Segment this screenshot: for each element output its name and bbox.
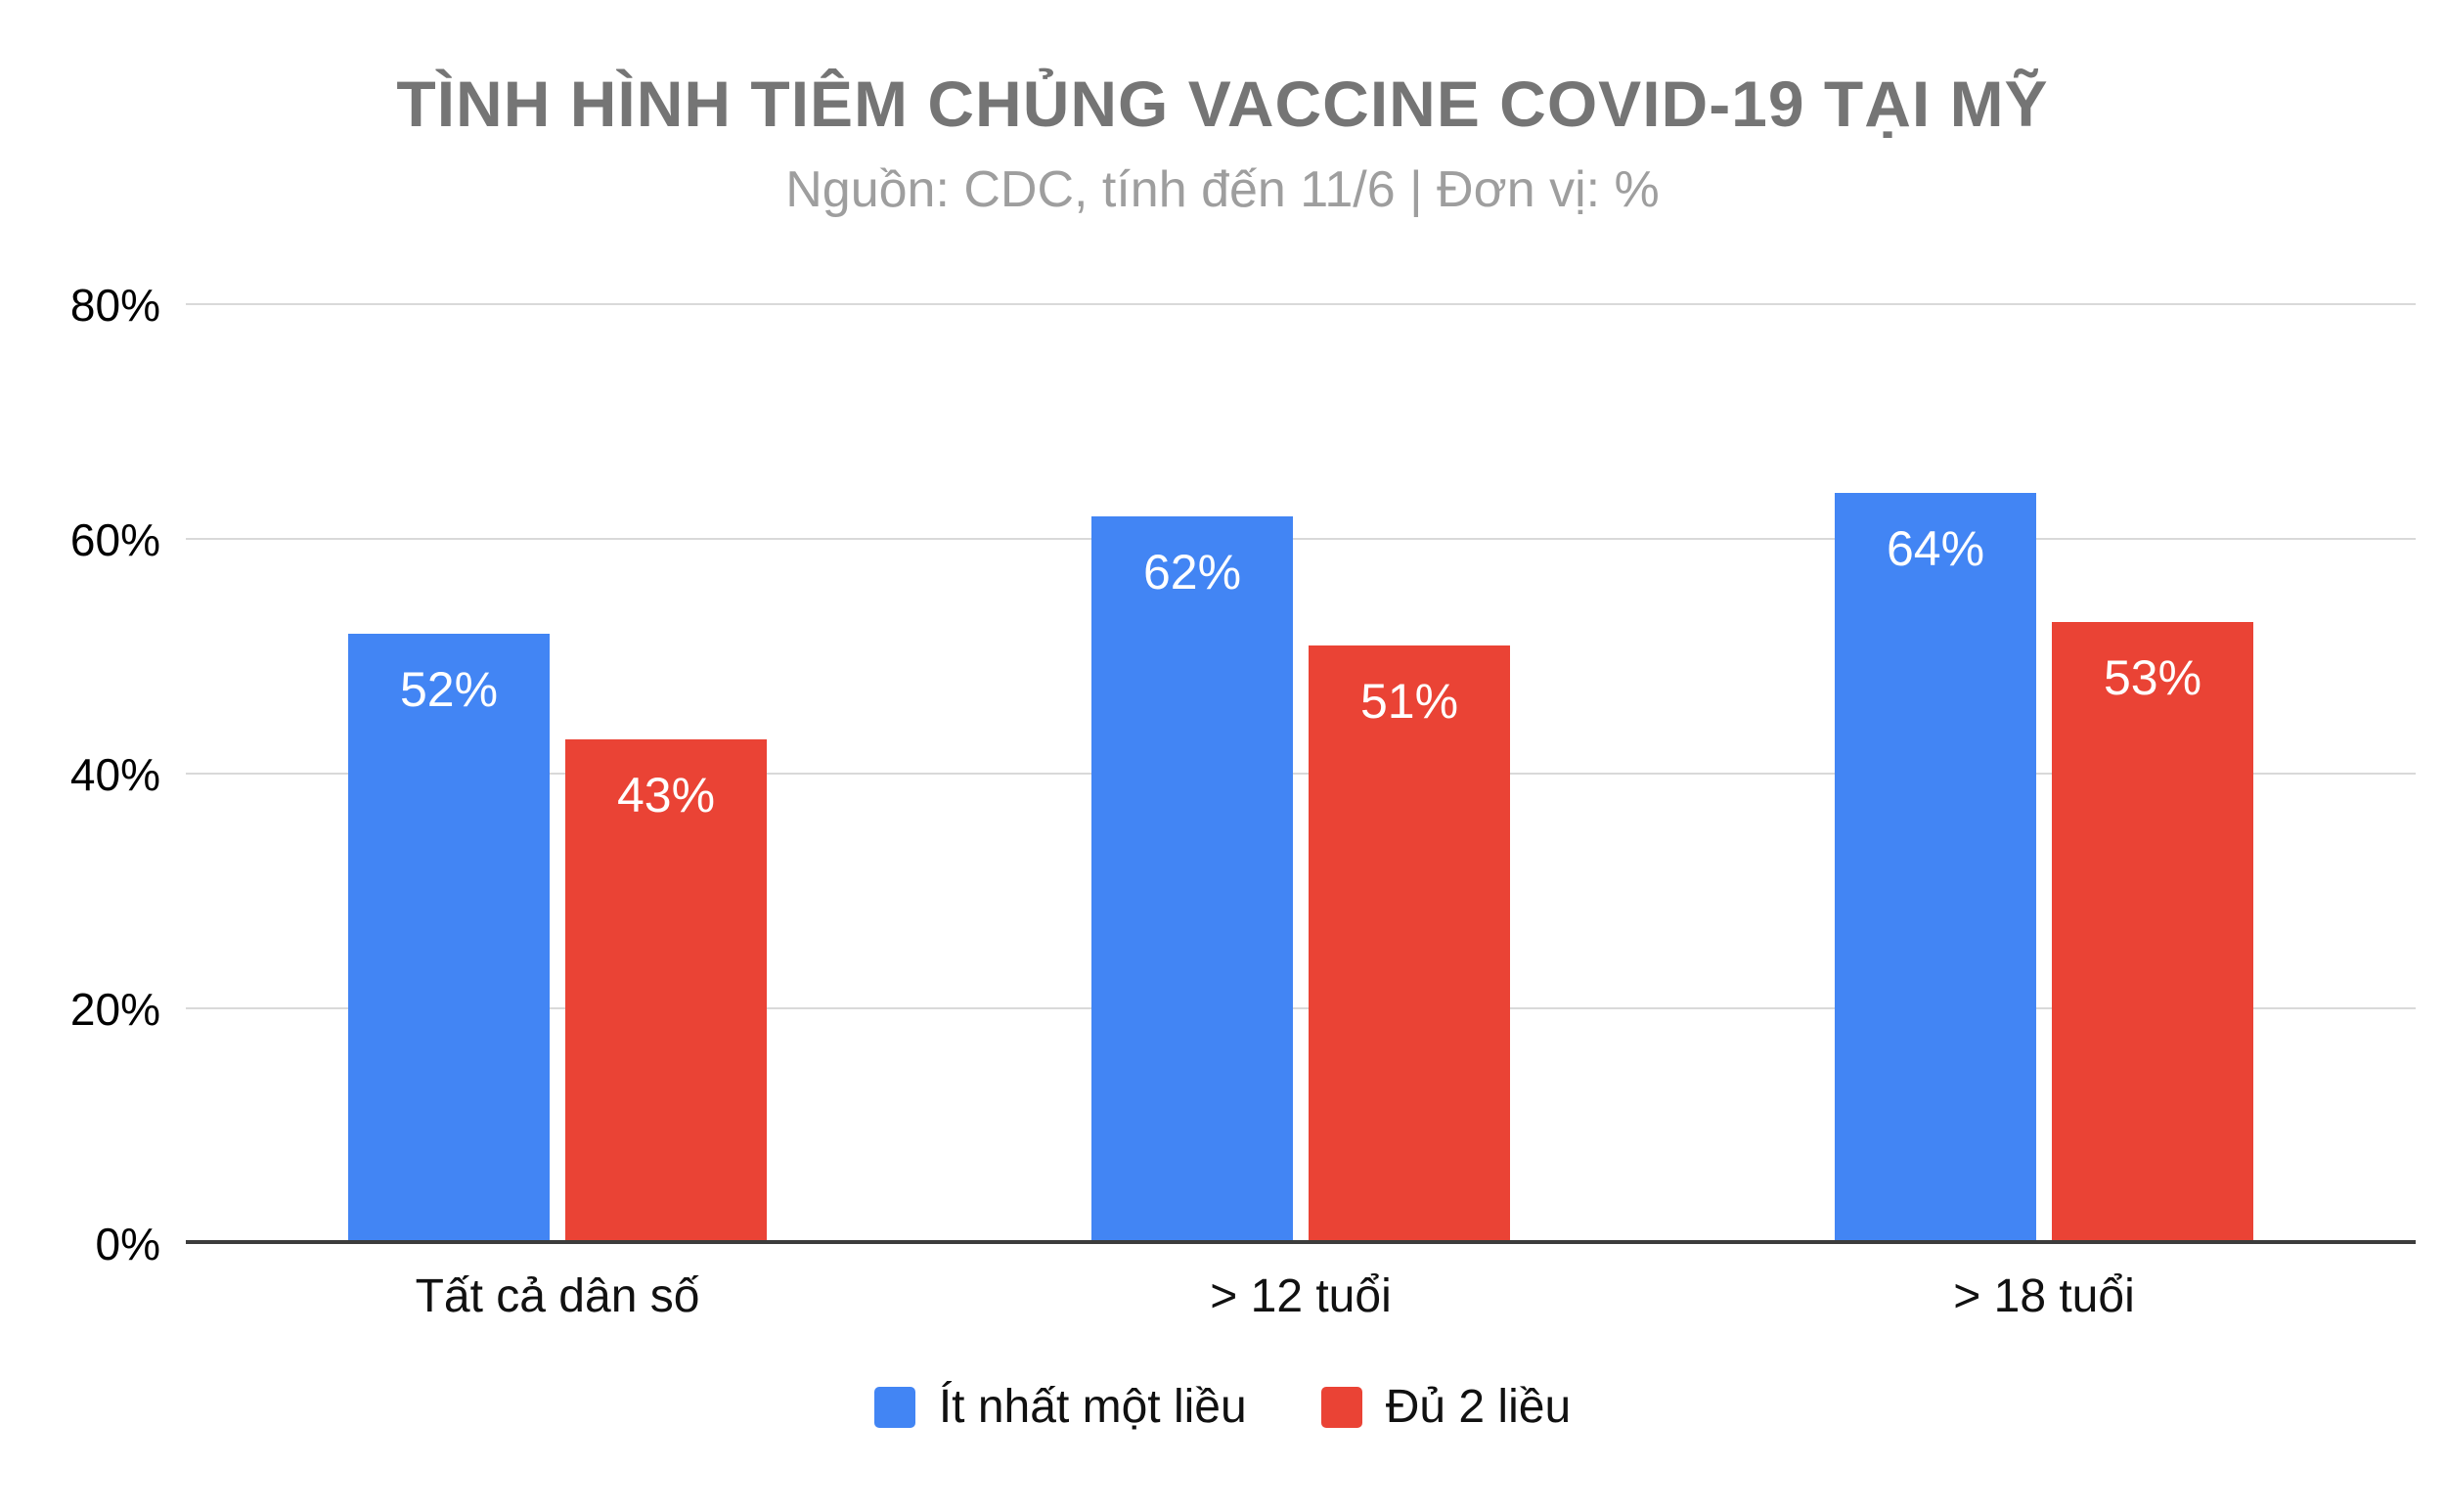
y-axis: 0% 20% 40% 60% 80% (29, 280, 186, 1269)
x-axis: Tất cả dân số > 12 tuổi > 18 tuổi (186, 1269, 2416, 1323)
legend-swatch-icon (1320, 1386, 1362, 1428)
legend-swatch-icon (873, 1386, 915, 1428)
y-tick-label: 40% (69, 749, 160, 800)
y-tick-label: 60% (69, 514, 160, 565)
y-tick-label: 0% (95, 1219, 160, 1269)
bar-series-1: 62% (1091, 516, 1293, 1244)
gridline (186, 1007, 2416, 1009)
y-tick-label: 80% (69, 280, 160, 331)
plot-area: 52% 43% 62% 51% 64% 53% (186, 303, 2416, 1244)
x-tick-label: Tất cả dân số (415, 1270, 700, 1322)
bar-series-1: 64% (1835, 493, 2036, 1244)
bar-series-2: 43% (565, 739, 767, 1244)
bar-group: 64% 53% (1835, 305, 2253, 1244)
x-axis-line (186, 1240, 2416, 1244)
bar-group: 62% 51% (1091, 305, 1510, 1244)
legend-label: Ít nhất một liều (938, 1381, 1247, 1433)
bar-value-label: 62% (1142, 545, 1242, 600)
bars-row: 52% 43% 62% 51% 64% 53% (186, 305, 2416, 1244)
bar-value-label: 53% (2103, 650, 2202, 705)
gridline (186, 773, 2416, 775)
legend-item-2: Đủ 2 liều (1320, 1380, 1572, 1434)
legend-item-1: Ít nhất một liều (873, 1380, 1247, 1434)
x-tick-label: > 18 tuổi (1953, 1270, 2135, 1322)
bar-value-label: 64% (1886, 521, 1985, 576)
bar-series-1: 52% (348, 634, 550, 1244)
gridline (186, 538, 2416, 540)
bar-series-2: 53% (2052, 622, 2253, 1244)
legend: Ít nhất một liều Đủ 2 liều (0, 1380, 2445, 1434)
bar-value-label: 51% (1359, 674, 1459, 729)
bar-group: 52% 43% (348, 305, 767, 1244)
bar-value-label: 52% (399, 662, 499, 717)
chart-subtitle: Nguồn: CDC, tính đến 11/6 | Đơn vị: % (785, 161, 1660, 218)
bar-value-label: 43% (616, 768, 716, 823)
legend-label: Đủ 2 liều (1385, 1381, 1572, 1433)
chart-title: TÌNH HÌNH TIÊM CHỦNG VACCINE COVID-19 TẠ… (396, 67, 2049, 140)
x-tick-label: > 12 tuổi (1210, 1270, 1392, 1322)
gridline (186, 303, 2416, 305)
bar-series-2: 51% (1309, 645, 1510, 1244)
chart-page: TÌNH HÌNH TIÊM CHỦNG VACCINE COVID-19 TẠ… (0, 67, 2445, 1512)
y-tick-label: 20% (69, 984, 160, 1035)
bar-chart: 0% 20% 40% 60% 80% 52% 43% 62% 51% 64% 53% (29, 280, 2416, 1269)
